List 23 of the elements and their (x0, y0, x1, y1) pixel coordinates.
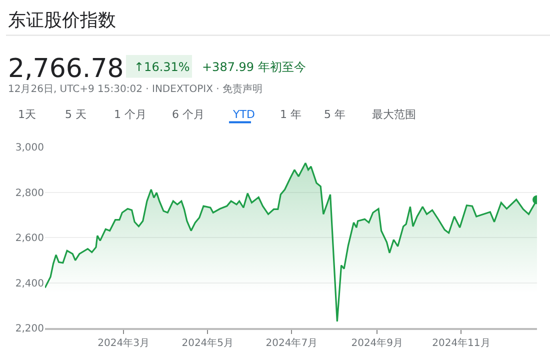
y-tick-label: 2,400 (15, 278, 44, 290)
text: 5 年 (324, 108, 346, 121)
x-tick-label: 2024年7月 (266, 336, 318, 349)
y-tick-label: 2,200 (15, 324, 44, 334)
text: 1天 (18, 108, 36, 121)
x-tick-label: 2024年9月 (351, 336, 404, 349)
text: 1 年 (280, 108, 302, 121)
chart-title: 东证股价指数 (8, 10, 116, 31)
text: 最大范围 (372, 108, 416, 121)
text: 6 个月 (172, 108, 204, 121)
text: +387.99 年初至今 (202, 60, 306, 74)
text: ↑16.31% (134, 60, 190, 74)
x-tick-label: 2024年11月 (432, 336, 490, 349)
text: YTD (232, 108, 255, 121)
y-tick-label: 2,800 (15, 188, 44, 199)
chart-subtitle: 12月26日, UTC+9 15:30:02 · INDEXTOPIX · 免责声明 (8, 83, 262, 95)
y-tick-label: 3,000 (15, 142, 44, 154)
x-tick-label: 2024年3月 (98, 336, 150, 349)
y-tick-label: 2,600 (15, 233, 44, 244)
text: 1 个月 (114, 108, 146, 121)
text: 5 天 (65, 108, 86, 121)
x-tick-label: 2024年5月 (182, 336, 234, 349)
text: 2,766.78 (8, 54, 124, 84)
